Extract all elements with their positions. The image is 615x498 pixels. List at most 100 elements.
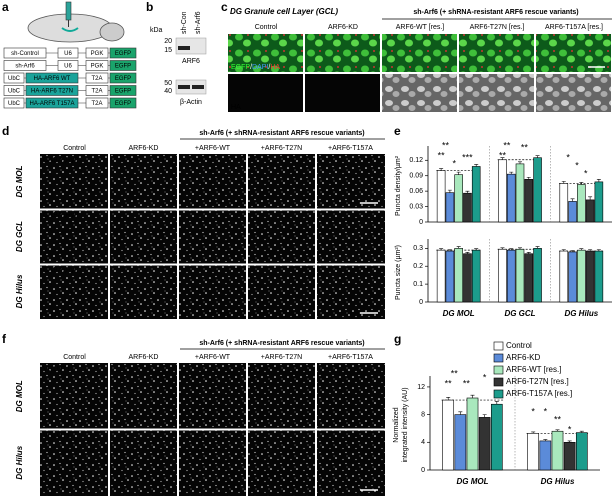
- construct-label: HA-ARF6 WT: [34, 76, 71, 82]
- significance: *: [568, 424, 572, 434]
- blot-band: [192, 85, 204, 89]
- bar: [445, 192, 455, 223]
- column-label: Control: [63, 354, 86, 361]
- construct-label: UbC: [8, 76, 21, 82]
- band-label: ARF6: [182, 58, 200, 65]
- error-bar: [447, 249, 452, 252]
- construct-box: [85, 60, 109, 71]
- legend-swatch: [493, 365, 504, 375]
- construct-label: sh-Control: [11, 51, 39, 57]
- column-label: Control: [255, 24, 278, 31]
- significance: **: [451, 368, 459, 378]
- construct-box: [3, 97, 25, 109]
- construct-label: EGFP: [115, 51, 131, 57]
- error-bar: [561, 249, 566, 252]
- bar: [454, 414, 467, 471]
- y-axis-label: integrated intensity (AU): [402, 387, 409, 462]
- error-bar: [456, 171, 461, 175]
- y-tick-label: 0.1: [413, 281, 423, 288]
- bar: [515, 163, 525, 223]
- scale-bars: [360, 66, 605, 491]
- error-bar: [518, 247, 522, 250]
- error-bar: [470, 394, 475, 398]
- y-tick-label: 4: [421, 439, 425, 446]
- error-bar: [570, 198, 575, 202]
- row-label: DG Hilus: [15, 274, 24, 308]
- stain-label: HA: [231, 104, 241, 111]
- stain-part: /: [250, 64, 252, 71]
- error-bar: [439, 248, 444, 251]
- legend-label: ARF6-WT [res.]: [506, 365, 561, 374]
- panel-letter: d: [2, 124, 9, 138]
- column-label: +ARF6-T27N: [261, 354, 302, 361]
- construct-box: [25, 72, 79, 84]
- column-label: ARF6-T157A [res.]: [545, 24, 603, 31]
- significance: **: [442, 140, 450, 150]
- bar: [498, 159, 507, 223]
- construct-label: T2A: [91, 76, 102, 82]
- construct-box: [109, 47, 137, 59]
- image-gaps: [303, 34, 536, 112]
- construct-label: HA-ARF6 T27N: [31, 89, 73, 95]
- significance: ***: [462, 152, 473, 162]
- error-bar: [596, 179, 601, 182]
- error-bar: [567, 440, 572, 443]
- marker-label: 15: [164, 47, 172, 54]
- y-tick-label: 0.2: [413, 263, 423, 270]
- legend-swatch: [493, 389, 504, 399]
- construct-box: [25, 97, 79, 109]
- error-bar: [526, 176, 531, 180]
- stain-part: Rγ2: [66, 267, 79, 274]
- stain-label: VGLUT1: [43, 366, 70, 373]
- group-header: sh-Arf6 (+ shRNA-resistant ARF6 rescue v…: [199, 340, 364, 347]
- error-bar: [509, 248, 514, 251]
- bar: [524, 179, 534, 223]
- error-bar: [494, 401, 499, 405]
- error-bar: [570, 250, 575, 252]
- construct-box: [57, 47, 79, 59]
- construct-box: [109, 60, 137, 71]
- bar: [442, 399, 455, 471]
- error-bar: [500, 247, 505, 250]
- legend-label: ARF6-T27N [res.]: [506, 377, 569, 386]
- construct-box: [85, 47, 109, 59]
- error-bar: [531, 431, 536, 434]
- construct-box: [85, 97, 109, 109]
- micrograph: [40, 154, 385, 319]
- bar: [559, 183, 569, 223]
- stain-part: Rγ2: [66, 212, 79, 219]
- significance: **: [445, 378, 453, 388]
- stain-part: Rγ2: [66, 157, 79, 164]
- bar: [490, 403, 503, 471]
- y-tick-label: 8: [421, 411, 425, 418]
- y-axis-label: Puncta size (µm²): [395, 245, 402, 300]
- x-category-label: DG Hilus: [564, 309, 598, 318]
- error-bar: [535, 155, 540, 158]
- error-bar: [447, 189, 452, 193]
- y-tick-label: 0: [419, 219, 423, 226]
- error-bar: [474, 248, 479, 251]
- blot-band: [178, 46, 190, 50]
- marker-label: 20: [164, 38, 172, 45]
- bar: [533, 157, 542, 223]
- legend-swatch: [493, 353, 504, 363]
- bar: [585, 250, 595, 303]
- stain-part: HA: [270, 64, 280, 71]
- bar: [594, 250, 604, 303]
- bar: [594, 181, 604, 223]
- bar: [506, 173, 516, 223]
- bar: [533, 248, 542, 303]
- bar: [506, 249, 516, 303]
- bar: [577, 184, 586, 223]
- bar: [436, 170, 446, 223]
- lane-label: sh-Arf6: [195, 11, 202, 34]
- bar: [466, 397, 479, 471]
- construct-box: [109, 85, 137, 96]
- y-tick-label: 0.06: [409, 188, 423, 195]
- panel-letter: g: [394, 332, 401, 346]
- bar: [498, 248, 507, 303]
- error-bar: [555, 429, 560, 432]
- construct-box: [3, 47, 47, 59]
- y-axis-label: Puncta density/µm²: [395, 155, 402, 216]
